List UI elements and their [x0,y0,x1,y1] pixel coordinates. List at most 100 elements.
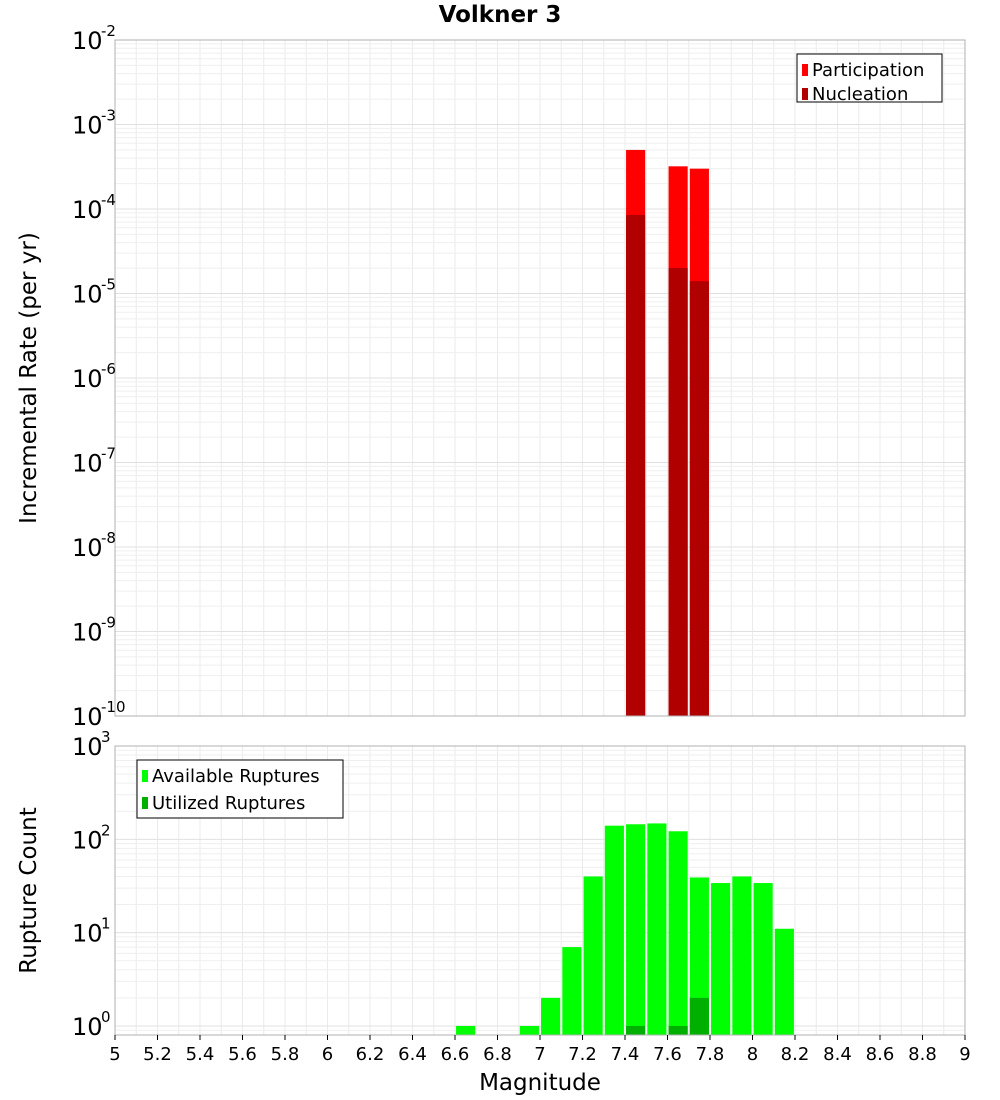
y-tick-label: 10-9 [72,614,116,647]
svg-text:10: 10 [72,534,103,562]
legend-entry: Utilized Ruptures [152,793,305,814]
svg-text:-7: -7 [101,445,116,463]
top-y-axis-label: Incremental Rate (per yr) [16,232,42,524]
chart-title: Volkner 3 [439,2,562,28]
bar-7-45 [626,824,646,1035]
x-tick-label: 8 [747,1044,758,1065]
bar-7-15 [562,947,582,1035]
top-legend: Participation Nucleation [796,53,943,105]
x-tick-label: 7.4 [611,1044,640,1065]
legend-entry: Nucleation [812,84,908,105]
svg-text:-10: -10 [101,698,126,716]
y-tick-label: 10-2 [72,22,116,55]
legend-swatch [802,88,808,100]
legend-box [136,759,344,819]
y-tick-label: 10-5 [72,276,116,309]
bar-8-05 [753,883,773,1035]
bar-overlay-7-45 [626,214,646,716]
svg-text:2: 2 [101,821,111,839]
bar-overlay-7-65 [668,1025,688,1035]
x-tick-label: 6.2 [356,1044,385,1065]
x-tick-label: 8.2 [781,1044,810,1065]
svg-text:10: 10 [72,826,103,854]
bar-7-65 [668,831,688,1035]
top-plot-border [114,39,966,717]
bar-6-95 [519,1025,539,1035]
bar-8-15 [774,928,794,1035]
x-tick-label: 7 [534,1044,545,1065]
x-tick-label: 6.8 [483,1044,512,1065]
svg-text:10: 10 [72,733,103,761]
top-plot-panel: 10-210-310-410-510-610-710-810-910-10 In… [16,22,966,731]
svg-text:10: 10 [72,703,103,731]
x-tick-label: 5 [109,1044,120,1065]
svg-text:-5: -5 [101,276,116,294]
legend-box [796,53,943,103]
bottom-y-axis-label: Rupture Count [16,807,42,973]
bar-7-25 [583,876,603,1035]
svg-text:10: 10 [72,619,103,647]
top-bars [626,149,709,717]
svg-text:3: 3 [101,728,111,746]
y-tick-label: 102 [72,821,111,854]
x-tick-label: 6 [322,1044,333,1065]
svg-text:-2: -2 [101,22,116,40]
svg-text:10: 10 [72,112,103,140]
svg-text:10: 10 [72,1013,103,1041]
bar-7-75 [689,877,709,1035]
svg-text:10: 10 [72,281,103,309]
x-tick-label: 5.2 [143,1044,172,1065]
y-tick-label: 10-7 [72,445,116,478]
y-tick-label: 10-4 [72,191,116,224]
x-tick-label: 7.2 [568,1044,597,1065]
svg-text:10: 10 [72,920,103,948]
y-tick-label: 100 [72,1008,111,1041]
top-y-ticks: 10-210-310-410-510-610-710-810-910-10 [72,22,126,731]
x-tick-label: 6.4 [398,1044,427,1065]
bottom-legend: Available Ruptures Utilized Ruptures [136,759,344,819]
top-grid [115,39,966,717]
svg-text:10: 10 [72,450,103,478]
x-tick-label: 7.8 [696,1044,725,1065]
svg-text:1: 1 [101,915,111,933]
bar-overlay-7-65 [668,268,688,716]
svg-text:-8: -8 [101,529,116,547]
svg-text:-3: -3 [101,107,116,125]
x-tick-label: 8.4 [823,1044,852,1065]
legend-entry: Available Ruptures [152,766,320,787]
bottom-bars [456,823,794,1035]
bar-7-55 [647,823,667,1035]
y-tick-label: 103 [72,728,111,761]
x-tick-label: 6.6 [441,1044,470,1065]
x-tick-label: 9 [959,1044,970,1065]
bar-7-95 [732,876,752,1035]
svg-text:0: 0 [101,1008,111,1026]
x-tick-label: 8.6 [866,1044,895,1065]
bar-6-65 [456,1025,476,1035]
x-tick-label: 7.6 [653,1044,682,1065]
y-tick-label: 101 [72,915,111,948]
x-tick-label: 5.6 [228,1044,257,1065]
x-axis-label: Magnitude [479,1070,601,1096]
x-tick-label: 5.8 [271,1044,300,1065]
bar-7-85 [711,883,731,1035]
legend-swatch [142,770,148,782]
x-tick-label: 8.8 [908,1044,937,1065]
svg-text:10: 10 [72,365,103,393]
legend-swatch [142,797,148,809]
y-tick-label: 10-10 [72,698,126,731]
svg-text:-9: -9 [101,614,116,632]
svg-text:10: 10 [72,27,103,55]
bar-overlay-7-75 [689,281,709,716]
y-tick-label: 10-6 [72,360,116,393]
svg-text:-4: -4 [101,191,116,209]
x-tick-label: 5.4 [186,1044,215,1065]
x-ticks: 5 5.2 5.4 5.6 5.8 6 6.2 6.4 6.6 6.8 7 7.2 7.4 7.6 7.8 8… [109,1035,971,1065]
bar-7-35 [604,825,624,1035]
bar-overlay-7-45 [626,1025,646,1035]
bar-overlay-7-75 [689,997,709,1035]
legend-swatch [802,64,808,76]
